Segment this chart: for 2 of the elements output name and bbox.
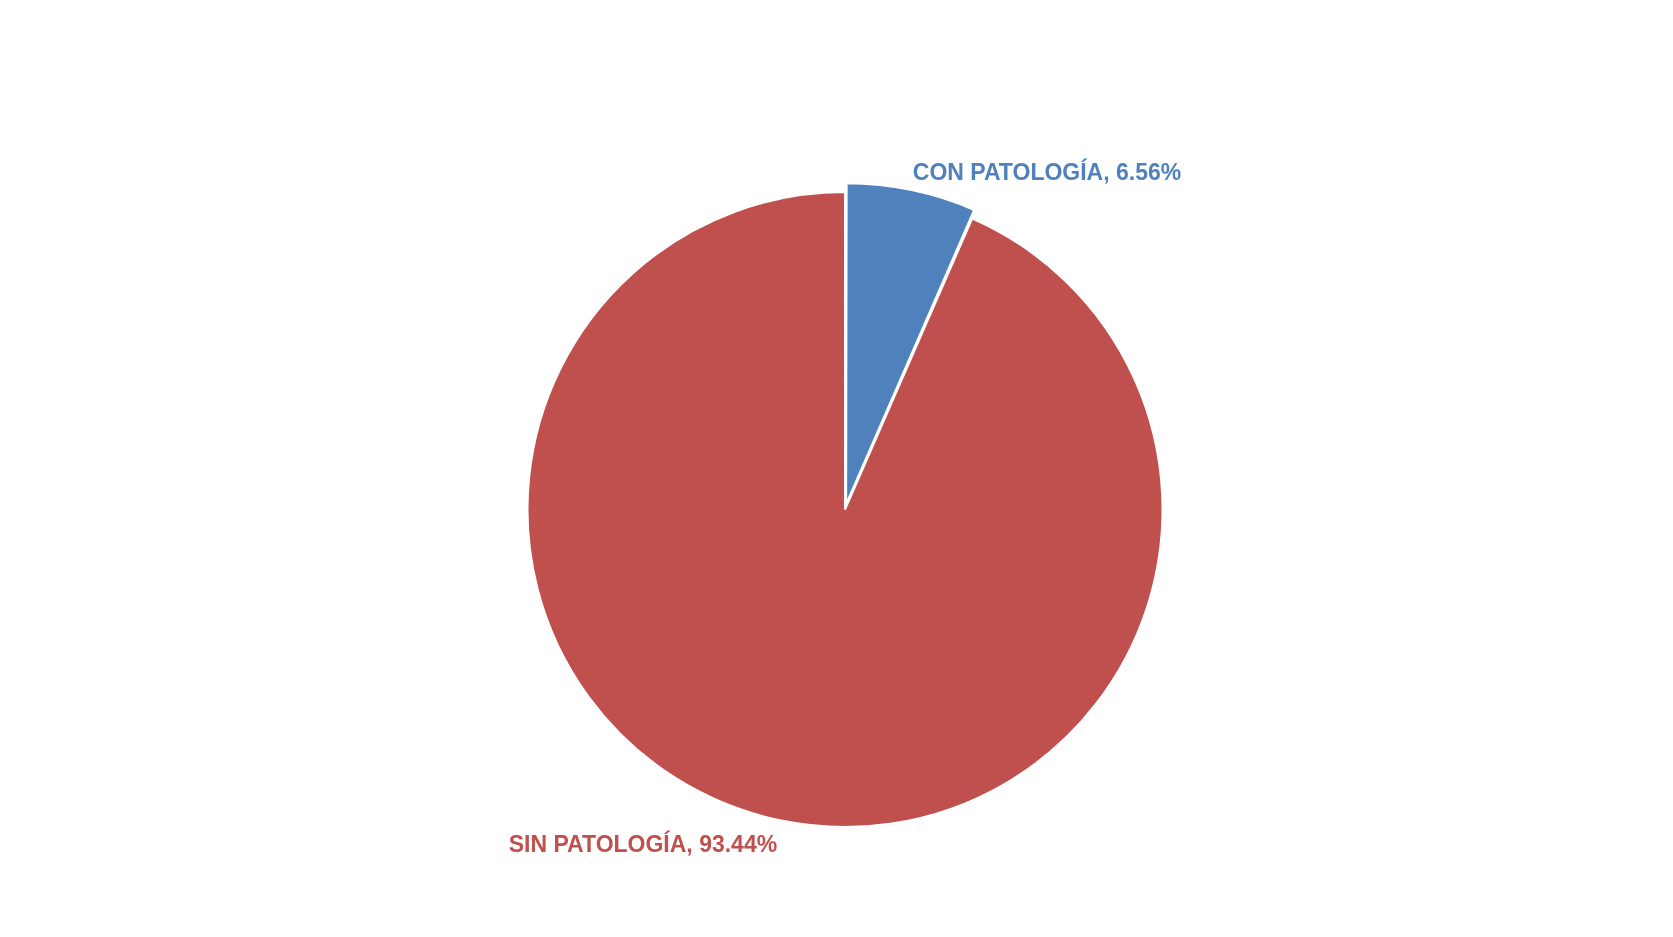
slice-label: SIN PATOLOGÍA, 93.44%: [508, 829, 778, 857]
slice-label: CON PATOLOGÍA, 6.56%: [912, 157, 1182, 185]
